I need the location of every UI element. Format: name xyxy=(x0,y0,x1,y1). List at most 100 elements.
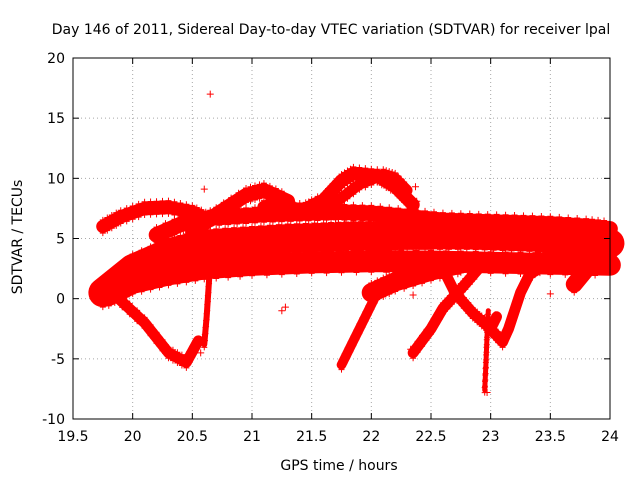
data-point xyxy=(281,196,288,203)
data-point xyxy=(126,311,133,318)
data-point xyxy=(505,331,512,338)
data-point xyxy=(274,195,281,202)
data-point xyxy=(356,320,363,327)
data-point xyxy=(108,225,115,232)
data-point xyxy=(174,360,181,367)
data-point xyxy=(359,314,366,321)
data-point xyxy=(395,183,402,190)
x-tick-label: 24 xyxy=(601,429,619,445)
data-point xyxy=(204,307,211,314)
y-tick-label: 10 xyxy=(47,171,65,187)
data-point xyxy=(517,270,524,277)
data-point xyxy=(580,278,587,285)
data-track xyxy=(361,252,477,303)
data-point xyxy=(344,195,351,202)
data-point xyxy=(220,213,227,220)
x-axis-label: GPS time / hours xyxy=(280,458,397,474)
data-track xyxy=(201,241,215,348)
data-point xyxy=(423,326,430,333)
data-point xyxy=(147,211,154,218)
data-point xyxy=(302,212,309,219)
data-point xyxy=(193,204,200,211)
data-point xyxy=(320,219,327,226)
data-point xyxy=(192,348,199,355)
data-point xyxy=(99,216,106,223)
data-point xyxy=(153,211,160,218)
data-point xyxy=(428,277,434,284)
data-point xyxy=(380,293,387,300)
data-point xyxy=(454,252,461,259)
data-point xyxy=(359,202,366,209)
data-point xyxy=(204,298,211,305)
data-point xyxy=(502,227,509,234)
data-point xyxy=(159,347,166,354)
data-point xyxy=(141,198,148,205)
data-point xyxy=(305,198,312,205)
data-point xyxy=(266,182,273,189)
data-point xyxy=(207,256,214,263)
y-tick-label: 0 xyxy=(56,292,65,308)
data-point xyxy=(448,225,455,232)
data-point xyxy=(383,178,390,185)
data-point xyxy=(380,274,387,281)
data-point xyxy=(547,271,554,278)
data-point xyxy=(448,278,455,285)
data-point xyxy=(123,218,130,225)
data-point xyxy=(386,204,393,211)
data-point xyxy=(466,270,473,277)
data-point xyxy=(147,264,154,271)
data-point xyxy=(113,209,120,216)
data-point xyxy=(529,256,536,263)
data-point xyxy=(511,227,518,234)
data-point xyxy=(378,182,385,189)
data-point xyxy=(565,230,572,237)
data-point xyxy=(490,314,497,321)
data-point xyxy=(206,274,213,281)
data-point xyxy=(383,269,390,276)
data-point xyxy=(484,316,491,323)
data-point xyxy=(544,265,551,272)
data-point xyxy=(575,267,582,274)
data-point xyxy=(451,295,458,302)
data-point xyxy=(216,222,223,229)
data-point xyxy=(225,274,232,281)
data-point xyxy=(213,204,220,211)
data-point xyxy=(559,238,566,245)
data-point xyxy=(483,356,490,363)
data-point xyxy=(129,269,136,276)
data-point xyxy=(469,304,476,311)
data-track xyxy=(88,220,625,308)
data-point xyxy=(183,257,190,264)
data-point xyxy=(411,183,419,191)
x-tick-label: 19.5 xyxy=(57,429,88,445)
data-point xyxy=(269,212,276,219)
data-point xyxy=(213,218,220,225)
data-point xyxy=(410,355,417,362)
data-point xyxy=(556,229,563,236)
data-point xyxy=(374,168,381,175)
data-point xyxy=(350,342,357,349)
data-point xyxy=(562,271,569,278)
data-point xyxy=(401,266,408,273)
data-point xyxy=(398,186,405,193)
x-tick-label: 22.5 xyxy=(415,429,446,445)
data-point xyxy=(368,269,375,276)
data-point xyxy=(482,364,489,371)
data-point xyxy=(235,189,242,196)
data-point xyxy=(338,189,345,196)
data-point xyxy=(529,212,536,219)
data-point xyxy=(204,301,211,308)
data-point xyxy=(392,169,399,176)
data-point xyxy=(107,269,114,276)
data-point xyxy=(474,319,481,326)
data-point xyxy=(200,337,208,345)
data-point xyxy=(405,203,412,210)
data-point xyxy=(278,307,286,315)
data-point xyxy=(565,214,572,221)
data-point xyxy=(574,230,581,237)
data-point xyxy=(138,267,145,274)
data-point xyxy=(206,265,213,272)
data-track xyxy=(479,251,544,348)
data-point xyxy=(289,198,296,205)
data-point xyxy=(165,197,172,204)
